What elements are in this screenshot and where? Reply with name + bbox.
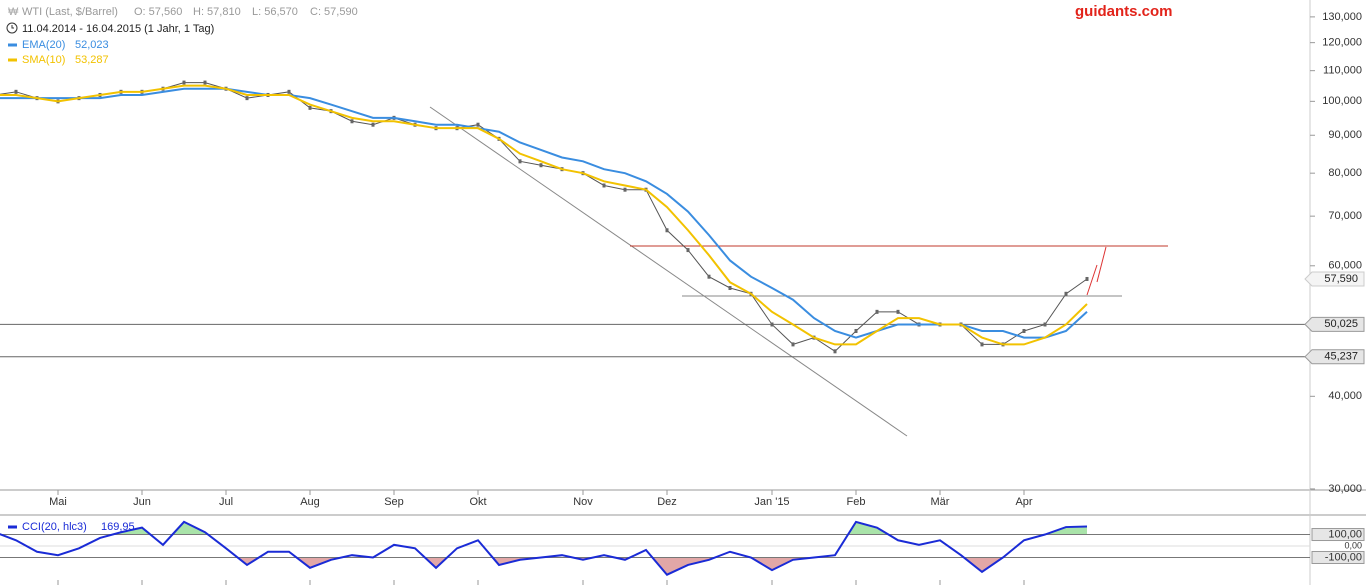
y-tick-label: 120,000 xyxy=(1322,37,1362,49)
price-marker xyxy=(1043,322,1047,327)
x-tick-label: Okt xyxy=(469,496,486,508)
legend-value: 52,023 xyxy=(75,39,109,51)
price-marker xyxy=(896,309,900,314)
date-range: 11.04.2014 - 16.04.2015 (1 Jahr, 1 Tag) xyxy=(22,23,214,35)
y-tick-label: 90,000 xyxy=(1328,129,1362,141)
x-tick-label: Aug xyxy=(300,496,320,508)
projection-line xyxy=(1086,264,1098,296)
price-marker xyxy=(665,228,669,233)
cci-tag xyxy=(1311,528,1365,542)
price-marker xyxy=(770,322,774,327)
price-tag xyxy=(1304,316,1365,332)
ohlc-label: O: 57,560 xyxy=(134,6,182,18)
price-tag xyxy=(1304,349,1365,365)
price-tag xyxy=(1304,271,1365,287)
x-tick-label: Nov xyxy=(573,496,593,508)
y-tick-label: 100,00 xyxy=(1328,528,1362,540)
price-marker xyxy=(350,119,354,124)
price-marker xyxy=(518,159,522,164)
ohlc-label: C: 57,590 xyxy=(310,6,358,18)
cci-tag xyxy=(1311,550,1365,564)
y-tick-label: 40,000 xyxy=(1328,390,1362,402)
legend-label: EMA(20) xyxy=(22,39,65,51)
clock-icon xyxy=(6,22,18,34)
x-tick-label: Apr xyxy=(1015,496,1032,508)
price-marker xyxy=(1085,276,1089,281)
clock-icon xyxy=(11,25,14,29)
x-tick-label: Jul xyxy=(219,496,233,508)
y-tick-label: 0,00 xyxy=(1344,540,1362,550)
price-marker xyxy=(854,328,858,333)
cci-line xyxy=(0,520,1088,576)
price-tag-label: 45,237 xyxy=(1324,351,1358,363)
price-marker xyxy=(308,105,312,110)
x-tick-label: Mär xyxy=(931,496,950,508)
x-tick-label: Jun xyxy=(133,496,151,508)
price-marker xyxy=(686,248,690,253)
price-tag-label: 50,025 xyxy=(1324,318,1358,330)
x-tick-label: Dez xyxy=(657,496,677,508)
y-tick-label: 60,000 xyxy=(1328,260,1362,272)
chart-title: WTI (Last, $/Barrel) xyxy=(22,6,118,18)
brand: guidants.com xyxy=(1075,3,1173,20)
price-marker xyxy=(602,183,606,188)
ma-line xyxy=(0,87,1088,339)
y-tick-label: -100,00 xyxy=(1325,551,1362,563)
price-marker xyxy=(980,342,984,347)
price-marker xyxy=(833,349,837,354)
price-marker xyxy=(623,187,627,192)
legend-value: 169,95 xyxy=(101,521,135,533)
legend-value: 53,287 xyxy=(75,54,109,66)
y-tick-label: 80,000 xyxy=(1328,167,1362,179)
x-tick-label: Jan '15 xyxy=(754,496,789,508)
y-tick-label: 130,000 xyxy=(1322,11,1362,23)
price-marker xyxy=(1022,328,1026,333)
y-tick-label: 100,000 xyxy=(1322,95,1362,107)
price-marker xyxy=(287,89,291,94)
ma-line xyxy=(0,84,1088,346)
x-tick-label: Mai xyxy=(49,496,67,508)
y-tick-label: 110,000 xyxy=(1323,65,1362,77)
price-marker xyxy=(182,80,186,85)
price-marker xyxy=(539,163,543,168)
price-marker xyxy=(476,122,480,127)
price-marker xyxy=(728,285,732,290)
price-marker xyxy=(875,309,879,314)
price-marker xyxy=(791,342,795,347)
price-marker xyxy=(14,89,18,94)
x-tick-label: Feb xyxy=(847,496,866,508)
trend-line xyxy=(429,106,908,437)
chart-icon: ₩ xyxy=(8,6,19,18)
y-tick-label: 70,000 xyxy=(1328,210,1362,222)
ohlc-label: H: 57,810 xyxy=(193,6,241,18)
projection-line xyxy=(1096,246,1107,283)
price-marker xyxy=(371,122,375,127)
y-tick-label: 30,000 xyxy=(1328,483,1362,495)
cci-area xyxy=(0,521,1087,535)
price-marker xyxy=(245,96,249,101)
price-marker xyxy=(1064,291,1068,296)
x-tick-label: Sep xyxy=(384,496,404,508)
legend-label: SMA(10) xyxy=(22,54,65,66)
price-marker xyxy=(707,274,711,279)
cci-area xyxy=(237,557,1003,575)
legend-label: CCI(20, hlc3) xyxy=(22,521,87,533)
price-tag-label: 57,590 xyxy=(1324,273,1358,285)
price-marker xyxy=(203,80,207,85)
ohlc-label: L: 56,570 xyxy=(252,6,298,18)
